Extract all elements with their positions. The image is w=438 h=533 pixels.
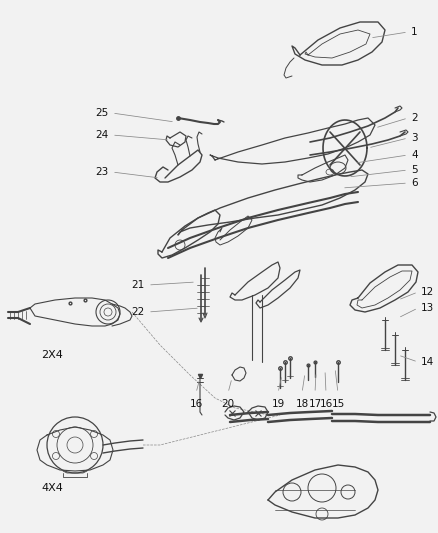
Text: 6: 6	[411, 178, 417, 188]
Text: 20: 20	[222, 399, 235, 409]
Text: 14: 14	[421, 357, 434, 367]
Text: 1: 1	[411, 27, 417, 37]
Text: 21: 21	[132, 280, 145, 290]
Text: 18: 18	[295, 399, 309, 409]
Text: 22: 22	[132, 307, 145, 317]
Text: 23: 23	[96, 167, 109, 177]
Text: 3: 3	[411, 133, 417, 143]
Text: 17: 17	[308, 399, 321, 409]
Text: 15: 15	[332, 399, 345, 409]
Text: 4: 4	[411, 150, 417, 160]
Text: 2X4: 2X4	[41, 350, 63, 360]
Text: 2: 2	[411, 113, 417, 123]
Text: 5: 5	[411, 165, 417, 175]
Text: 19: 19	[272, 399, 285, 409]
Text: 16: 16	[319, 399, 332, 409]
Text: 13: 13	[421, 303, 434, 313]
Text: 12: 12	[421, 287, 434, 297]
Text: 4X4: 4X4	[41, 483, 63, 493]
Text: 16: 16	[189, 399, 203, 409]
Text: 24: 24	[96, 130, 109, 140]
Text: 25: 25	[96, 108, 109, 118]
